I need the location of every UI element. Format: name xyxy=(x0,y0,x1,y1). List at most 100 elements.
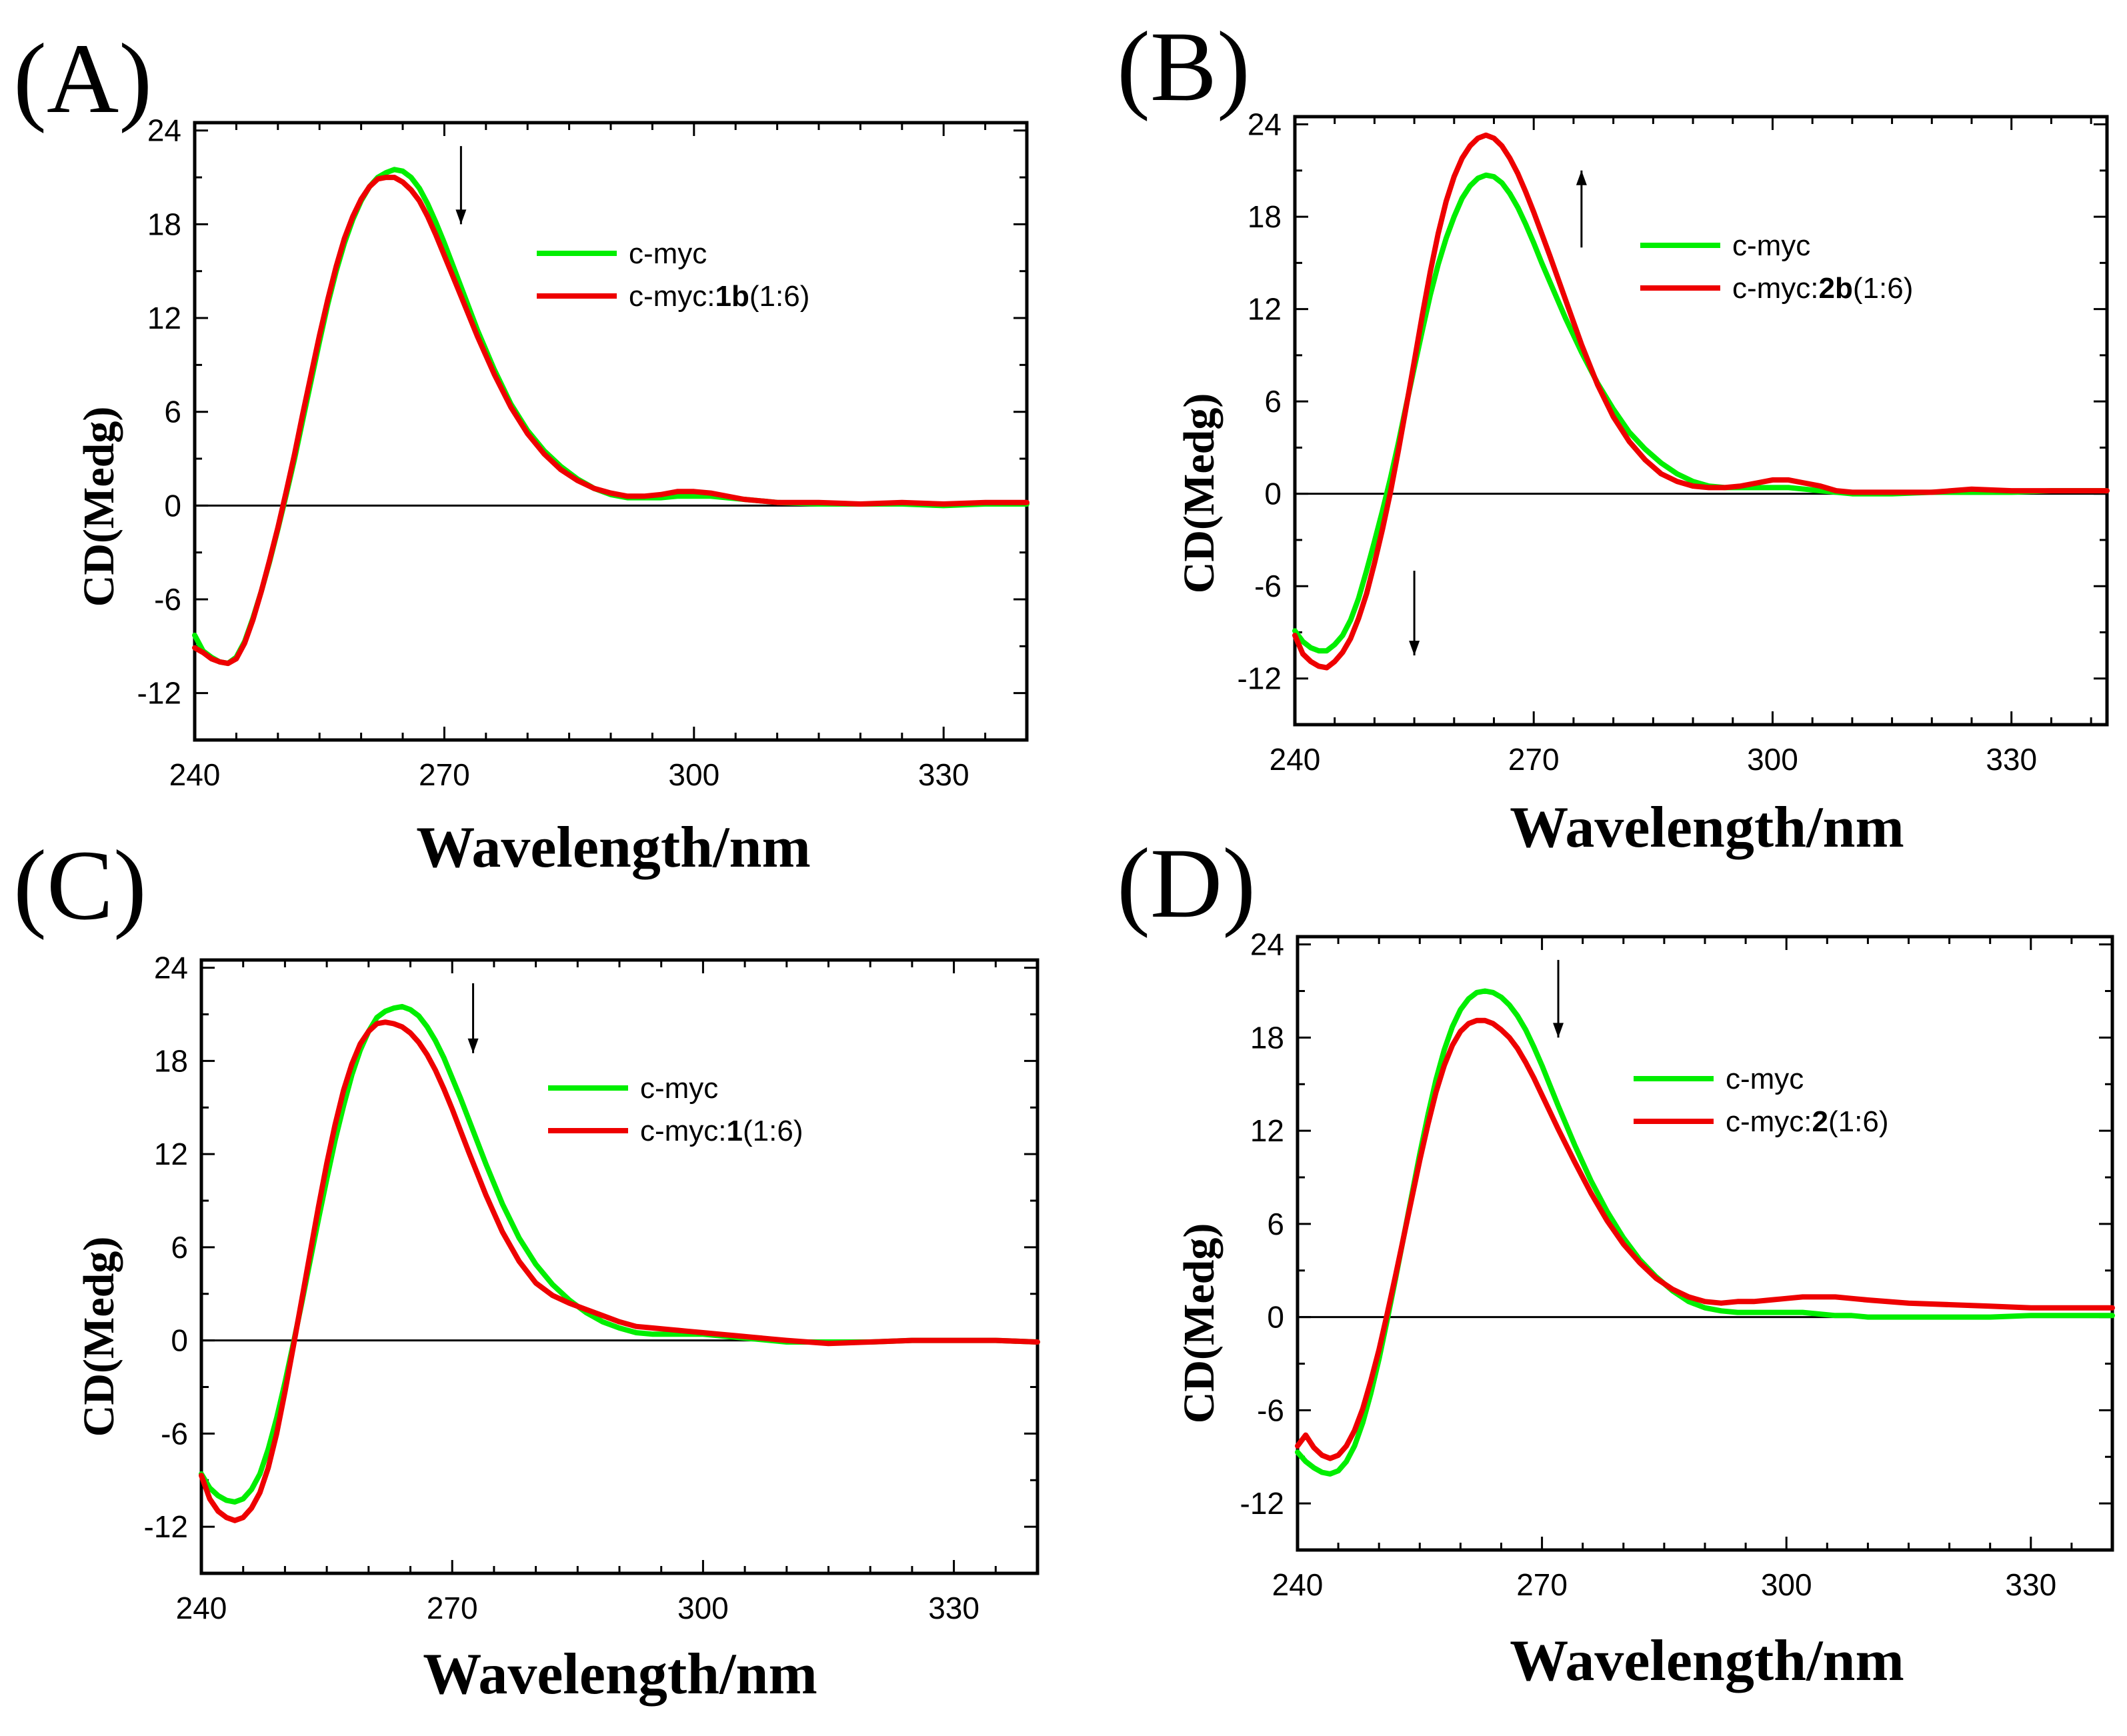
panel-a-plot-frame xyxy=(193,121,1029,742)
x-tick-label: 240 xyxy=(1270,742,1321,777)
y-tick-label: 24 xyxy=(1250,927,1284,962)
panel-a-series-complex xyxy=(192,175,1029,667)
panel-b-x-axis-title: Wavelength/nm xyxy=(1510,795,1904,860)
x-tick-label: 330 xyxy=(2005,1567,2056,1602)
legend-label-part: (1:6) xyxy=(1853,272,1913,305)
panel-b-legend-label-c-myc: c-myc xyxy=(1732,229,1810,262)
y-tick-label: 6 xyxy=(171,1230,188,1265)
x-tick-label: 300 xyxy=(668,757,719,792)
x-tick-label: 330 xyxy=(1986,742,2037,777)
panel-a-letter: (A) xyxy=(13,23,152,134)
x-tick-label: 270 xyxy=(1508,742,1560,777)
panel-d-x-axis-title: Wavelength/nm xyxy=(1510,1629,1904,1693)
panel-a-legend-label-c-myc: c-myc xyxy=(629,237,707,270)
panel-d-series-complex xyxy=(1295,1017,2115,1461)
y-tick-label: 18 xyxy=(154,1043,188,1078)
y-tick-label: 0 xyxy=(1264,477,1282,511)
panel-c-letter: (C) xyxy=(13,830,147,941)
y-tick-label: 24 xyxy=(1248,107,1282,142)
y-tick-label: -12 xyxy=(137,676,181,711)
y-tick-label: 18 xyxy=(147,207,181,241)
panel-c-series-c-myc xyxy=(199,1003,1040,1505)
panel-c-legend-label-c-myc: c-myc xyxy=(640,1072,718,1105)
y-tick-label: 18 xyxy=(1248,199,1282,234)
x-tick-label: 270 xyxy=(427,1591,478,1625)
x-tick-label: 330 xyxy=(918,757,969,792)
legend-label-part: c-myc: xyxy=(640,1115,727,1147)
y-tick-label: 0 xyxy=(171,1323,188,1358)
x-tick-label: 240 xyxy=(176,1591,227,1625)
panel-a-legend-label-complex: c-myc:1b(1:6) xyxy=(629,280,809,313)
panel-c-plot-frame xyxy=(199,958,1039,1575)
panel-d-y-axis-title: CD(Medg) xyxy=(1175,1223,1224,1424)
legend-label-part: 2b xyxy=(1819,272,1853,305)
panel-c-plot: 240 270 300 330 -12 -6 0 6 12 18 24 c-myc c-myc:1(1:… xyxy=(144,951,1040,1625)
y-tick-label: 0 xyxy=(1267,1300,1284,1335)
panel-d: (D) 240 270 300 330 -12 -6 0 6 12 18 24 c-myc c-myc:… xyxy=(1117,828,2115,1693)
legend-label-part: c-myc xyxy=(1726,1063,1804,1095)
y-tick-label: 12 xyxy=(1248,292,1282,327)
legend-label-part: (1:6) xyxy=(1828,1105,1888,1138)
panel-a-series-c-myc xyxy=(192,167,1029,667)
y-tick-label: -12 xyxy=(144,1509,188,1544)
panel-b-legend-label-complex: c-myc:2b(1:6) xyxy=(1732,272,1913,305)
panel-a-x-axis-title: Wavelength/nm xyxy=(416,815,811,880)
y-tick-label: 6 xyxy=(1267,1207,1284,1241)
panel-d-legend-label-c-myc: c-myc xyxy=(1726,1063,1804,1095)
panel-d-arrow-down xyxy=(1553,959,1564,1038)
panel-b-arrow-up xyxy=(1576,170,1587,248)
y-tick-label: 24 xyxy=(147,113,181,148)
legend-label-part: c-myc: xyxy=(1726,1105,1812,1138)
legend-label-part: c-myc xyxy=(1732,229,1810,262)
x-tick-label: 300 xyxy=(677,1591,729,1625)
x-tick-label: 240 xyxy=(169,757,221,792)
arrow-head xyxy=(455,209,467,225)
x-tick-label: 300 xyxy=(1747,742,1798,777)
panel-a: (A) 240 270 300 330 -12 -6 0 6 12 18 24 c-myc c-myc:… xyxy=(13,23,1029,880)
y-tick-label: -12 xyxy=(1240,1486,1284,1521)
panel-d-legend-label-complex: c-myc:2(1:6) xyxy=(1726,1105,1889,1138)
panel-d-plot-frame xyxy=(1296,935,2114,1552)
arrow-head xyxy=(1553,1023,1564,1038)
panel-b-plot: 240 270 300 330 -12 -6 0 6 12 18 24 c-myc c-myc:2b(1… xyxy=(1238,107,2110,777)
y-tick-label: 6 xyxy=(1264,384,1282,419)
legend-label-part: c-myc xyxy=(629,237,707,270)
y-tick-label: 12 xyxy=(1250,1113,1284,1148)
legend-label-part: c-myc: xyxy=(629,280,715,313)
panel-c-x-axis-title: Wavelength/nm xyxy=(423,1642,817,1707)
arrow-head xyxy=(467,1038,479,1053)
legend-label-part: 1 xyxy=(727,1115,743,1147)
panel-b-arrow-down xyxy=(1409,571,1420,656)
y-tick-label: -12 xyxy=(1238,661,1282,696)
panel-a-arrow-down xyxy=(455,146,467,225)
y-tick-label: 12 xyxy=(154,1137,188,1171)
y-tick-label: -6 xyxy=(154,582,181,617)
panel-c: (C) 240 270 300 330 -12 -6 0 6 12 18 24 c-myc c-myc:… xyxy=(13,830,1040,1707)
panel-b: (B) 240 270 300 330 -12 -6 0 6 12 18 24 c-myc c-myc:… xyxy=(1117,11,2110,860)
y-tick-label: 0 xyxy=(164,488,181,523)
y-tick-label: -6 xyxy=(1254,569,1282,603)
y-tick-label: -6 xyxy=(161,1416,188,1451)
legend-label-part: 2 xyxy=(1812,1105,1828,1138)
panel-b-plot-frame xyxy=(1293,115,2109,727)
panel-c-y-axis-title: CD(Medg) xyxy=(75,1237,123,1437)
x-tick-label: 270 xyxy=(419,757,470,792)
y-tick-label: 24 xyxy=(154,951,188,985)
x-tick-label: 270 xyxy=(1516,1567,1568,1602)
legend-label-part: (1:6) xyxy=(749,280,809,313)
panel-a-y-axis-title: CD(Medg) xyxy=(75,407,123,607)
panel-c-series-complex xyxy=(199,1019,1040,1523)
arrow-head xyxy=(1576,170,1587,185)
y-tick-label: 6 xyxy=(164,395,181,429)
panel-b-y-axis-title: CD(Medg) xyxy=(1175,393,1224,594)
legend-label-part: 1b xyxy=(715,280,749,313)
panel-b-series-c-myc xyxy=(1292,172,2110,654)
panel-c-arrow-down xyxy=(467,983,479,1053)
legend-label-part: (1:6) xyxy=(743,1115,803,1147)
x-tick-label: 240 xyxy=(1272,1567,1324,1602)
arrow-head xyxy=(1409,641,1420,656)
y-tick-label: 18 xyxy=(1250,1020,1284,1055)
panel-b-series-complex xyxy=(1292,132,2110,671)
